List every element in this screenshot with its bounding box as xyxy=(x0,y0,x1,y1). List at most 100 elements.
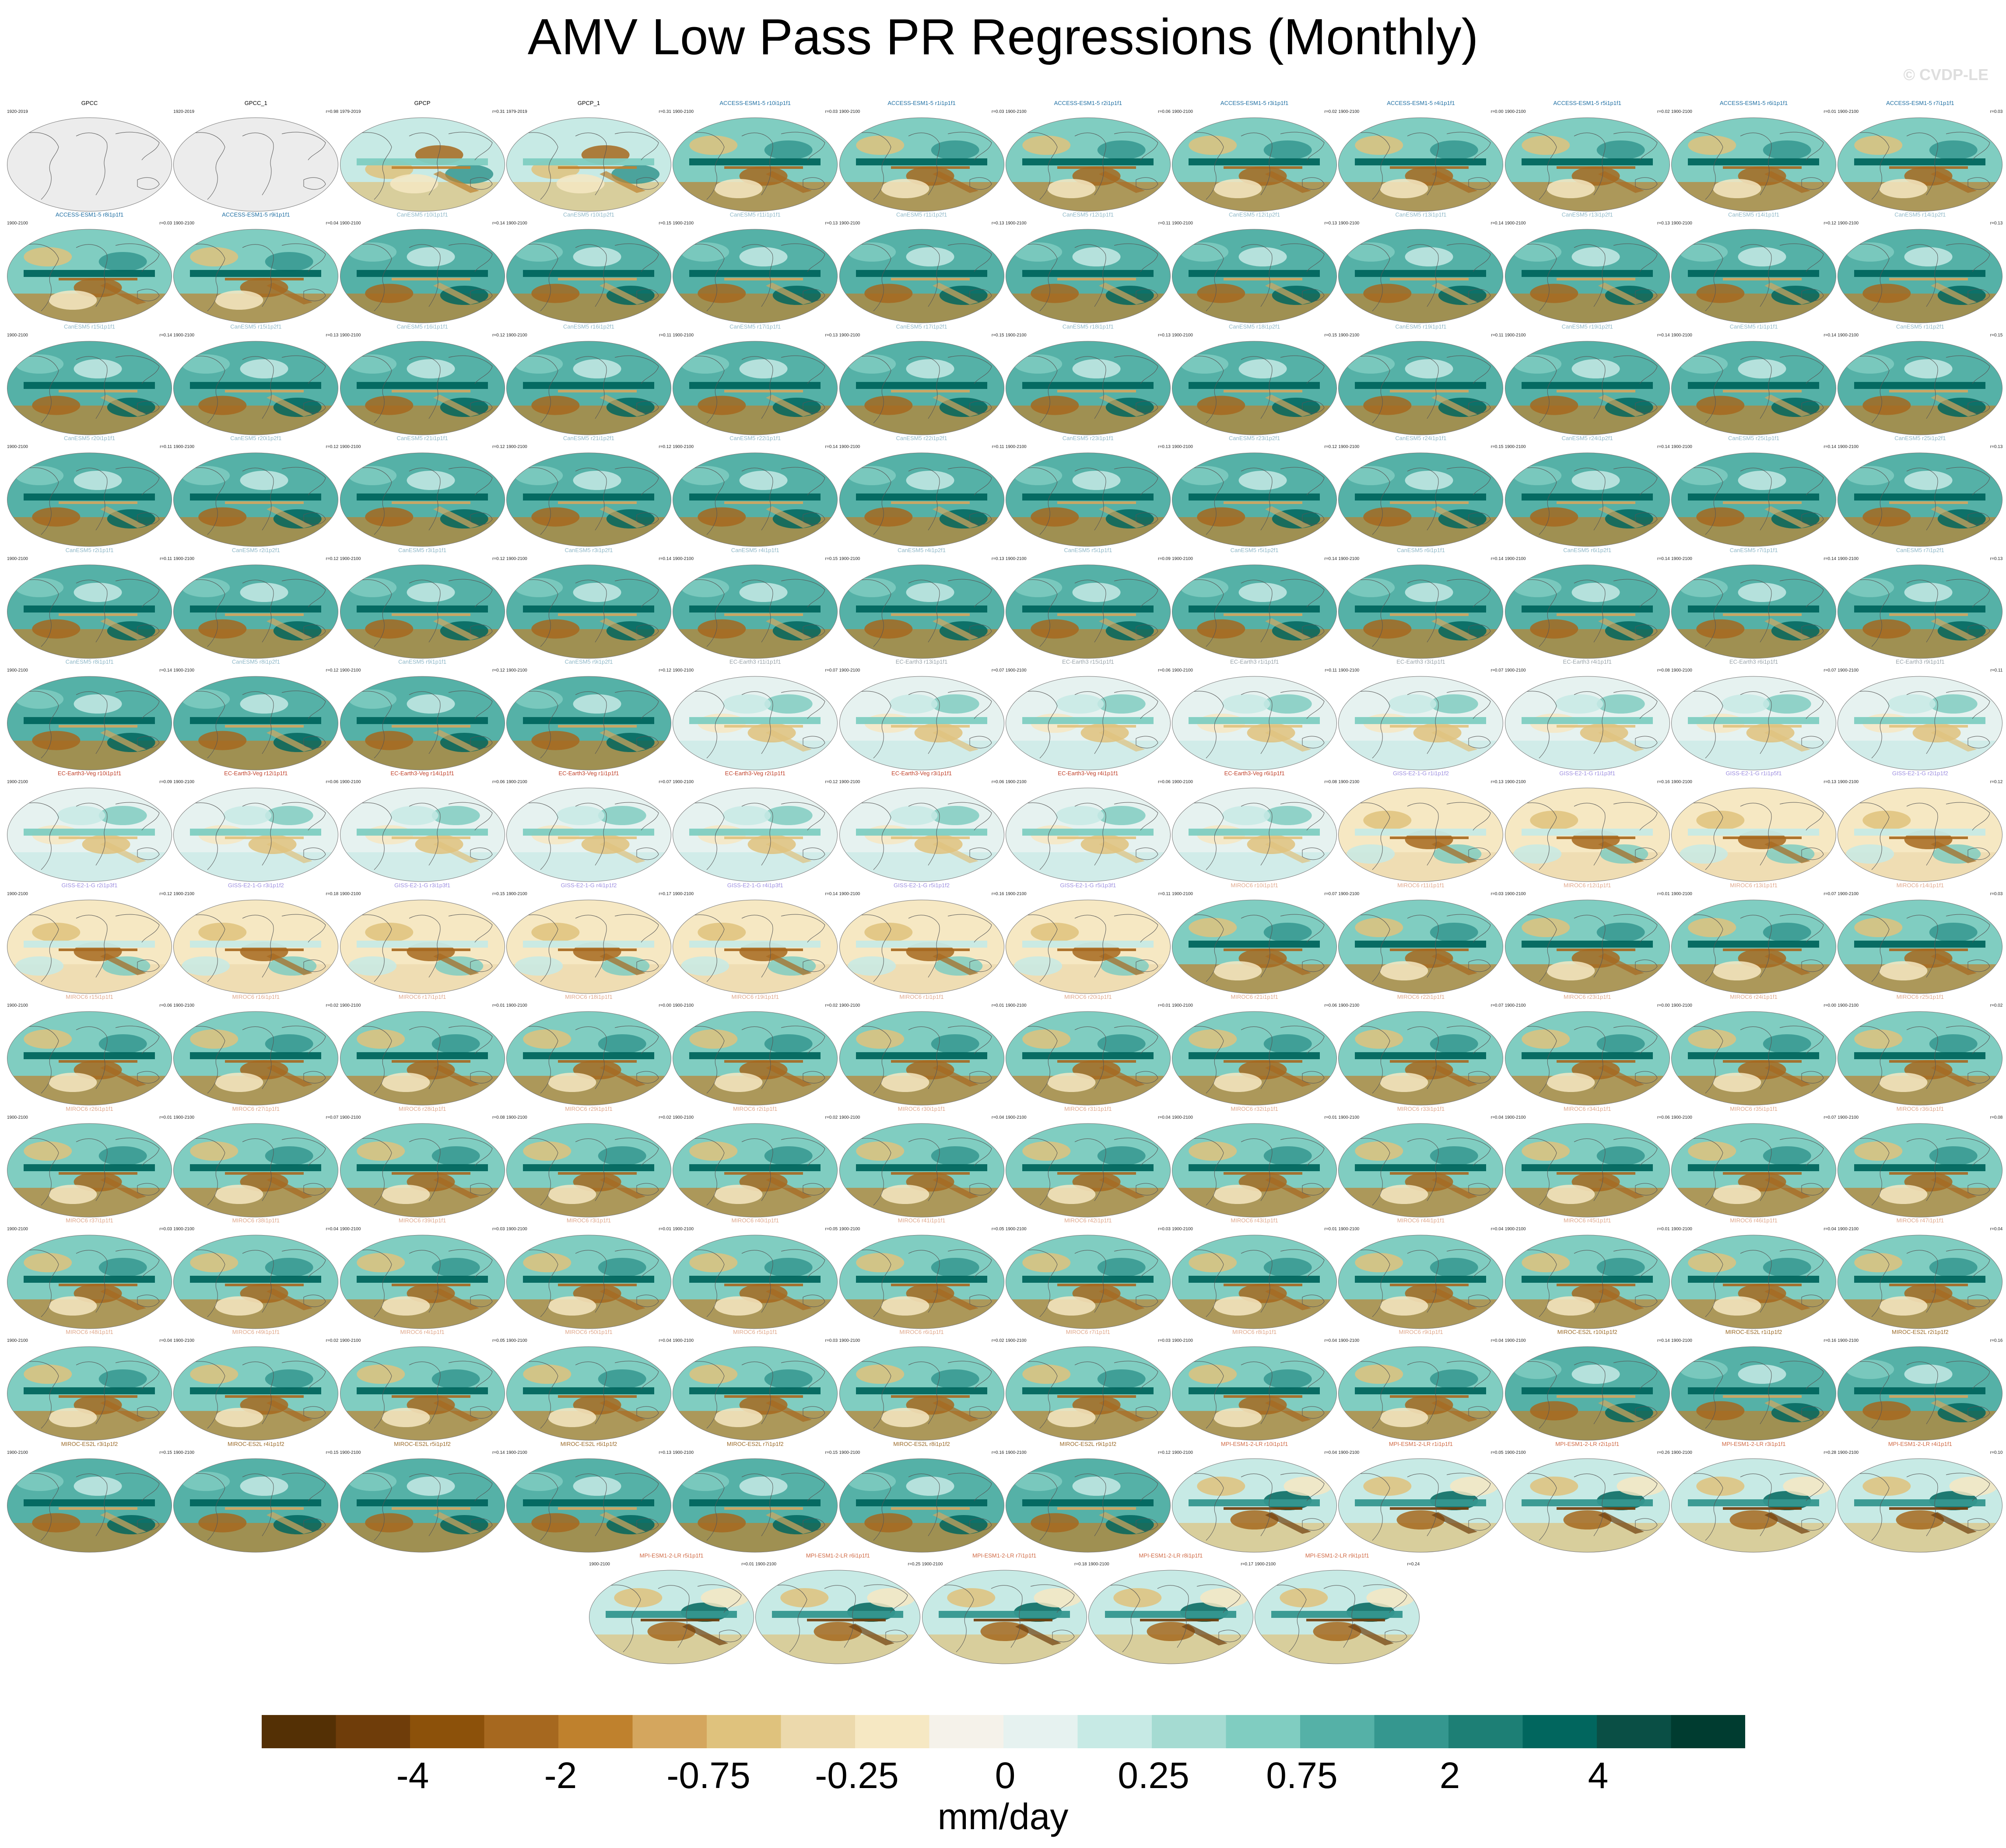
panel-correlation: r=0.12 xyxy=(492,444,505,450)
map-panel: MIROC6 r6i1p1f1 1900-2100 r=0.02 xyxy=(838,1329,1005,1442)
panel-title: EC-Earth3-Veg r6i1p1f1 xyxy=(1224,770,1285,777)
map xyxy=(1005,676,1171,770)
map-panel: CanESM5 r13i1p1f1 1900-2100 r=0.14 xyxy=(1337,211,1504,324)
map xyxy=(1172,341,1337,435)
panel-correlation: r=0.04 xyxy=(991,1115,1004,1120)
panel-title: MIROC6 r28i1p1f1 xyxy=(398,1105,446,1112)
map xyxy=(1338,1235,1504,1329)
panel-years: 1900-2100 xyxy=(1172,1450,1193,1455)
colorbar-swatch xyxy=(781,1715,856,1748)
panel-title: CanESM5 r8i1p2f1 xyxy=(231,658,280,665)
panel-title: CanESM5 r19i1p2f1 xyxy=(1561,323,1613,330)
map-panel: MIROC-ES2L r10i1p1f2 1900-2100 r=0.14 xyxy=(1504,1329,1671,1442)
panel-title: MIROC-ES2L r2i1p1f2 xyxy=(1892,1329,1949,1336)
panel-correlation: r=0.14 xyxy=(1657,444,1670,450)
map-panel: CanESM5 r3i1p2f1 1900-2100 r=0.14 xyxy=(505,547,672,660)
panel-years: 1900-2100 xyxy=(173,1115,195,1120)
panel-title: MIROC6 r4i1p1f1 xyxy=(400,1329,445,1336)
map xyxy=(340,452,505,547)
panel-correlation: r=0.15 xyxy=(326,1450,339,1455)
panel-years: 1900-2100 xyxy=(1005,1338,1027,1344)
panel-correlation: r=0.12 xyxy=(1824,221,1836,226)
panel-correlation: r=0.05 xyxy=(991,1227,1004,1232)
panel-title: CanESM5 r2i1p1f1 xyxy=(65,546,114,553)
map xyxy=(1838,229,2003,323)
panel-years: 1900-2100 xyxy=(1172,1003,1193,1008)
panel-correlation: r=0.12 xyxy=(659,444,671,450)
map-panel: EC-Earth3 r1i1p1f1 1900-2100 r=0.11 xyxy=(1171,658,1338,771)
panel-title: CanESM5 r5i1p2f1 xyxy=(1230,546,1279,553)
panel-years: 1900-2100 xyxy=(839,1003,860,1008)
map-panel: CanESM5 r23i1p1f1 1900-2100 r=0.13 xyxy=(1005,435,1171,548)
map xyxy=(1838,1123,2003,1218)
panel-correlation: r=0.14 xyxy=(1657,1338,1670,1344)
panel-correlation: r=0.02 xyxy=(825,1003,838,1008)
panel-title: MPI-ESM1-2-LR r6i1p1f1 xyxy=(806,1552,870,1559)
map xyxy=(839,1123,1004,1218)
map-panel: MIROC6 r16i1p1f1 1900-2100 r=0.02 xyxy=(172,994,339,1106)
map xyxy=(1338,1458,1504,1553)
panel-years: 1900-2100 xyxy=(1338,668,1360,673)
panel-correlation: r=0.08 xyxy=(1990,1115,2003,1120)
map-panel: EC-Earth3 r9i1p1f1 1900-2100 r=0.11 xyxy=(1837,658,2003,771)
map-panel: EC-Earth3-Veg r12i1p1f1 1900-2100 r=0.06 xyxy=(172,770,339,883)
panel-title: CanESM5 r18i1p2f1 xyxy=(1229,323,1280,330)
panel-title: ACCESS-ESM1-5 r3i1p1f1 xyxy=(1220,100,1289,106)
panel-title: GPCC_1 xyxy=(244,100,267,106)
panel-years: 1900-2100 xyxy=(1671,668,1692,673)
panel-title: GPCP xyxy=(414,100,431,106)
panel-correlation: r=0.04 xyxy=(1324,1450,1337,1455)
map-panel: ACCESS-ESM1-5 r3i1p1f1 1900-2100 r=0.02 xyxy=(1171,100,1338,213)
panel-correlation: r=0.04 xyxy=(1158,1115,1171,1120)
panel-correlation: r=0.04 xyxy=(326,221,339,226)
panel-years: 1900-2100 xyxy=(1838,780,1859,785)
watermark: © CVDP-LE xyxy=(1903,66,1988,84)
panel-title: MPI-ESM1-2-LR r8i1p1f1 xyxy=(1139,1552,1203,1559)
panel-years: 1900-2100 xyxy=(755,1562,777,1567)
map xyxy=(340,676,505,770)
map xyxy=(7,900,172,994)
map-panel: CanESM5 r18i1p1f1 1900-2100 r=0.13 xyxy=(1005,323,1171,436)
panel-correlation: r=0.07 xyxy=(825,668,838,673)
map xyxy=(839,1011,1004,1106)
panel-correlation: r=0.12 xyxy=(825,780,838,785)
map-panel: MIROC6 r7i1p1f1 1900-2100 r=0.03 xyxy=(1005,1329,1171,1442)
panel-correlation: r=0.16 xyxy=(991,1450,1004,1455)
map-panel: EC-Earth3-Veg r2i1p1f1 1900-2100 r=0.12 xyxy=(672,770,838,883)
panel-title: MIROC6 r37i1p1f1 xyxy=(66,1217,113,1224)
panel-years: 1900-2100 xyxy=(839,556,860,561)
panel-years: 1900-2100 xyxy=(1838,891,1859,896)
panel-correlation: r=0.06 xyxy=(1657,1115,1670,1120)
panel-years: 1900-2100 xyxy=(1671,780,1692,785)
panel-years: 1900-2100 xyxy=(340,1227,361,1232)
map-panel: MIROC6 r43i1p1f1 1900-2100 r=0.01 xyxy=(1171,1217,1338,1330)
panel-title: CanESM5 r10i1p2f1 xyxy=(563,211,614,218)
map-panel: MIROC6 r4i1p1f1 1900-2100 r=0.05 xyxy=(339,1329,506,1442)
panel-years: 1900-2100 xyxy=(7,444,28,450)
panel-title: MIROC6 r19i1p1f1 xyxy=(731,994,779,1001)
map-panel: ACCESS-ESM1-5 r2i1p1f1 1900-2100 r=0.06 xyxy=(1005,100,1171,213)
map xyxy=(1005,1458,1171,1553)
map-panel: ACCESS-ESM1-5 r1i1p1f1 1900-2100 r=0.03 xyxy=(838,100,1005,213)
map-panel: EC-Earth3-Veg r6i1p1f1 1900-2100 r=0.08 xyxy=(1171,770,1338,883)
panel-title: CanESM5 r4i1p1f1 xyxy=(731,546,779,553)
map-panel: CanESM5 r1i1p2f1 1900-2100 r=0.15 xyxy=(1837,323,2003,436)
map xyxy=(506,676,671,770)
panel-correlation: r=0.25 xyxy=(908,1562,921,1567)
panel-correlation: r=0.12 xyxy=(659,668,671,673)
map-panel: MIROC6 r40i1p1f1 1900-2100 r=0.05 xyxy=(672,1217,838,1330)
panel-years: 1900-2100 xyxy=(1838,1450,1859,1455)
panel-title: CanESM5 r11i1p1f1 xyxy=(729,211,781,218)
map-panel: CanESM5 r21i1p2f1 1900-2100 r=0.12 xyxy=(505,435,672,548)
panel-years: 1900-2100 xyxy=(673,556,694,561)
map-panel: MIROC6 r29i1p1f1 1900-2100 r=0.02 xyxy=(505,1106,672,1218)
panel-correlation: r=0.13 xyxy=(991,221,1004,226)
panel-correlation: r=0.08 xyxy=(1657,668,1670,673)
panel-title: CanESM5 r20i1p1f1 xyxy=(63,435,116,442)
map-panel: MIROC6 r47i1p1f1 1900-2100 r=0.04 xyxy=(1837,1217,2003,1330)
map xyxy=(340,900,505,994)
panel-title: CanESM5 r12i1p2f1 xyxy=(1229,211,1280,218)
panel-years: 1900-2100 xyxy=(1255,1562,1276,1567)
map-panel: MIROC6 r1i1p1f1 1900-2100 r=0.01 xyxy=(838,994,1005,1106)
panel-years: 1900-2100 xyxy=(673,1003,694,1008)
